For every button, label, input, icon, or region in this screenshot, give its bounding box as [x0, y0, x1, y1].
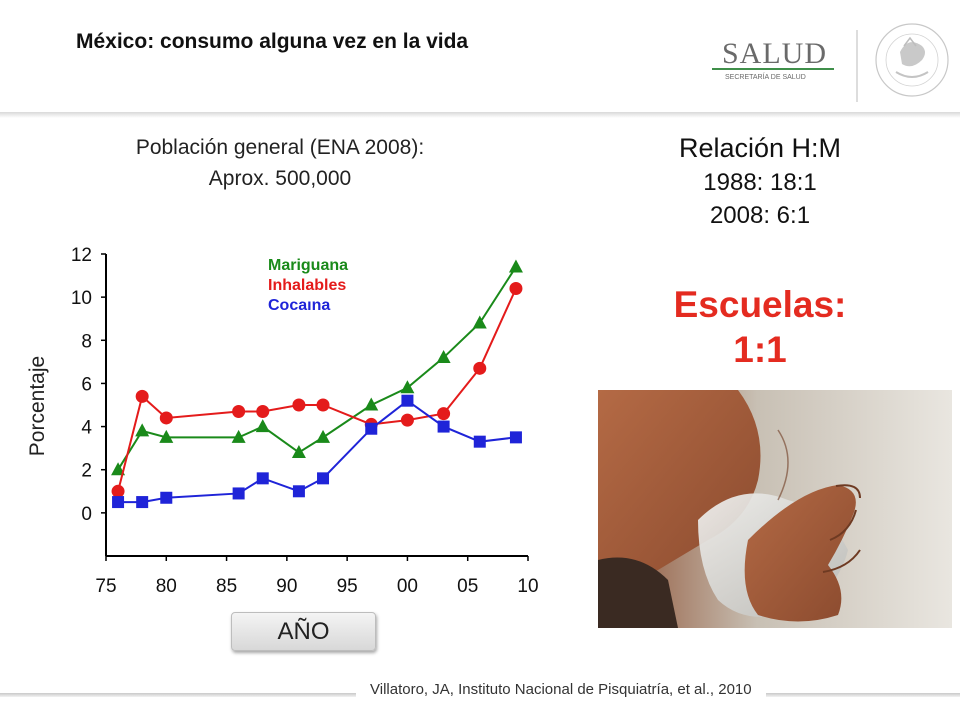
y-tick-label: 0 [81, 504, 92, 525]
data-point-cocaina [112, 496, 125, 509]
data-point-inhalables [509, 282, 523, 296]
x-tick-label: 80 [156, 576, 177, 597]
population-subtitle: Población general (ENA 2008): Aprox. 500… [60, 132, 500, 194]
y-tick-label: 10 [71, 288, 92, 309]
data-point-inhalables [135, 389, 149, 403]
legend-item-mariguana: Mariguana [268, 257, 348, 274]
y-axis-label: Porcentaje [26, 356, 49, 456]
legend-item-cocaina: Cocaına [268, 297, 330, 314]
data-point-inhalables [437, 407, 451, 421]
x-tick-label: 95 [337, 576, 358, 597]
data-point-cocaina [232, 487, 245, 500]
series-mariguana [111, 259, 523, 476]
data-point-mariguana [364, 397, 379, 411]
data-point-cocaina [473, 435, 486, 448]
data-point-inhalables [316, 398, 330, 412]
data-point-mariguana [316, 429, 331, 443]
data-point-cocaina [365, 422, 378, 435]
series-line-cocaina [118, 399, 517, 504]
series-cocaina [112, 394, 522, 509]
series-line-mariguana [117, 266, 517, 471]
data-point-cocaina [401, 394, 414, 407]
population-subtitle-line1: Población general (ENA 2008): [135, 136, 425, 159]
data-point-cocaina [160, 491, 173, 504]
chart-legend: Mariguana Inhalables Cocaına [268, 257, 348, 314]
ratio-block: Relación H:M 1988: 18:1 2008: 6:1 [600, 130, 920, 232]
data-point-inhalables [159, 411, 173, 425]
year-axis-label-button[interactable]: AÑO [231, 612, 376, 651]
data-point-mariguana [508, 259, 523, 273]
data-point-inhalables [292, 398, 306, 412]
header-divider [0, 112, 960, 118]
schools-value: 1:1 [733, 329, 787, 370]
ratio-title: Relación H:M [678, 133, 842, 163]
y-tick-label: 12 [71, 245, 92, 266]
inhalant-photo [598, 390, 952, 628]
data-point-cocaina [509, 431, 522, 444]
chart-ticks: 0 2 4 6 8 10 12 75 80 85 90 95 00 05 10 [71, 245, 539, 597]
data-point-cocaina [292, 485, 305, 498]
data-point-cocaina [437, 420, 450, 433]
series-line-inhalables [117, 288, 517, 492]
salud-subtitle-text: SECRETARÍA DE SALUD [725, 72, 806, 81]
data-point-mariguana [135, 423, 150, 437]
legend-item-inhalables: Inhalables [268, 277, 346, 294]
data-point-cocaina [256, 472, 269, 485]
schools-label: Escuelas: [673, 284, 847, 325]
salud-brand-text: SALUD [722, 37, 827, 70]
data-point-mariguana [255, 419, 270, 433]
ratio-1988: 1988: 18:1 [703, 169, 817, 196]
data-point-inhalables [111, 484, 125, 498]
data-point-mariguana [436, 350, 451, 364]
data-point-inhalables [400, 413, 414, 427]
data-point-mariguana [472, 315, 487, 329]
x-tick-label: 05 [457, 576, 478, 597]
y-tick-label: 2 [81, 461, 92, 482]
data-point-mariguana [159, 429, 174, 443]
data-point-mariguana [231, 429, 246, 443]
data-point-inhalables [256, 404, 270, 418]
citation: Villatoro, JA, Instituto Nacional de Pis… [356, 681, 766, 698]
y-tick-label: 6 [81, 374, 92, 395]
salud-wordmark: SALUD SECRETARÍA DE SALUD [712, 37, 834, 81]
population-subtitle-line2: Aprox. 500,000 [208, 167, 352, 190]
data-point-inhalables [473, 361, 487, 375]
data-point-inhalables [232, 404, 246, 418]
year-axis-label-text: AÑO [277, 617, 330, 645]
x-tick-label: 75 [95, 576, 116, 597]
y-tick-label: 8 [81, 331, 92, 352]
data-point-cocaina [136, 496, 149, 509]
chart-axes [105, 254, 528, 557]
consumption-chart: 0 2 4 6 8 10 12 75 80 85 90 95 00 05 10 Mariguana Inhal… [26, 245, 539, 597]
x-tick-label: 90 [276, 576, 297, 597]
x-tick-label: 00 [397, 576, 418, 597]
schools-ratio: Escuelas: 1:1 [600, 282, 920, 372]
chart-series [111, 259, 523, 509]
x-tick-label: 10 [517, 576, 538, 597]
x-tick-label: 85 [216, 576, 237, 597]
salud-logo: SALUD SECRETARÍA DE SALUD [700, 12, 950, 107]
data-point-mariguana [291, 444, 306, 458]
mexico-seal-icon [875, 23, 949, 97]
page-title: México: consumo alguna vez en la vida [76, 30, 469, 53]
data-point-mariguana [111, 462, 126, 476]
y-tick-label: 4 [81, 418, 92, 439]
data-point-cocaina [317, 472, 330, 485]
data-point-mariguana [400, 380, 415, 394]
series-inhalables [111, 282, 523, 498]
ratio-2008: 2008: 6:1 [709, 202, 811, 229]
